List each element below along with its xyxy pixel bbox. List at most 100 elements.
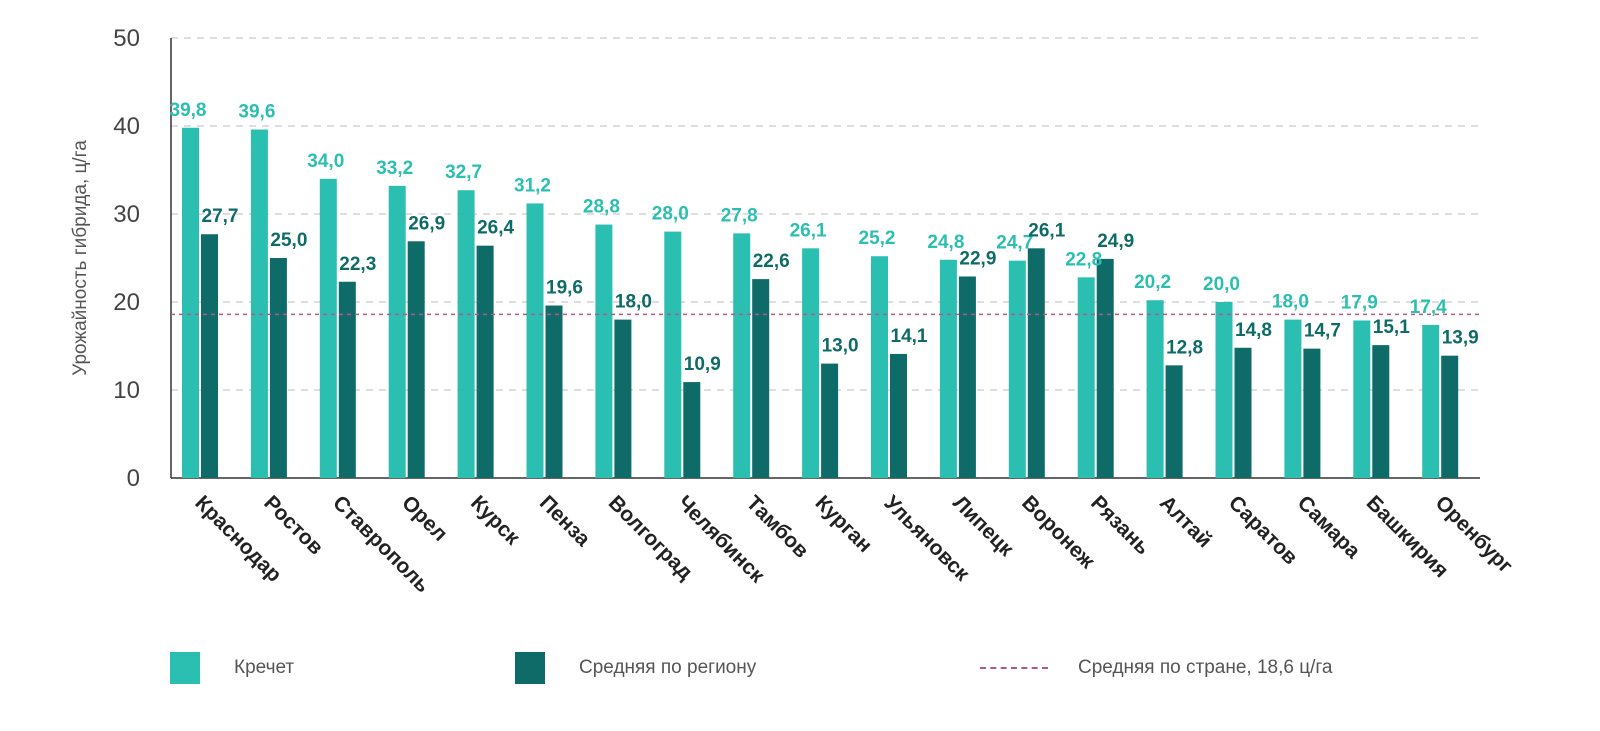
legend-item-series-2: Средняя по региону (515, 650, 756, 686)
bar-series-2 (958, 276, 976, 478)
y-axis-ticks: 0 10 20 30 40 50 (113, 25, 140, 492)
bar-series-2 (407, 241, 425, 478)
data-label-series-2: 26,4 (477, 218, 514, 239)
bar-series-2 (890, 353, 907, 478)
bar-series-1 (664, 231, 682, 478)
data-label-series-1: 25,2 (859, 228, 896, 249)
data-label-series-2: 25,0 (270, 230, 307, 251)
bar-series-1 (939, 259, 957, 478)
data-label-series-2: 13,0 (822, 336, 859, 357)
data-label-series-2: 15,1 (1373, 317, 1410, 338)
bar-series-1 (319, 178, 337, 479)
data-label-series-2: 10,9 (684, 354, 721, 375)
x-category-label: Тамбов (742, 491, 813, 562)
data-label-series-1: 28,0 (652, 204, 689, 225)
y-tick-label: 50 (113, 25, 140, 52)
bar-series-2 (201, 234, 218, 478)
x-category-label: Алтай (1155, 491, 1216, 552)
bar-series-2 (1027, 248, 1045, 478)
data-labels: 39,8 27,7 39,6 25,0 34,0 22,3 33,2 26,9 32,7 26,4… (170, 100, 1479, 375)
bar-series-2 (1165, 365, 1183, 478)
data-label-series-1: 22,8 (1065, 249, 1102, 270)
bar-series-2 (614, 319, 632, 478)
legend-label-series-2: Средняя по региону (579, 657, 757, 678)
bar-series-2 (1234, 347, 1252, 478)
bar-series-1 (1146, 300, 1164, 478)
y-tick-label: 10 (113, 377, 140, 404)
data-label-series-1: 24,8 (927, 232, 964, 253)
data-label-series-1: 27,8 (721, 205, 758, 226)
x-category-label: Орел (397, 491, 452, 546)
bar-series-1 (1353, 320, 1371, 478)
x-category-label: Курган (811, 491, 877, 557)
bar-series-2 (683, 382, 701, 478)
x-category-label: Саратов (1224, 491, 1302, 569)
data-label-series-1: 32,7 (445, 162, 482, 183)
x-category-label: Ростов (259, 491, 327, 559)
data-label-series-1: 20,2 (1134, 272, 1171, 293)
legend-swatch-reference (980, 667, 1048, 669)
legend-item-series-1: Кречет (170, 650, 294, 686)
bar-series-1 (1008, 260, 1026, 478)
bar-series-1 (733, 233, 751, 478)
bar-series-2 (1096, 258, 1114, 478)
bar-series-1 (1215, 302, 1233, 478)
data-label-series-1: 26,1 (790, 220, 827, 241)
data-label-series-2: 14,7 (1304, 321, 1341, 342)
bar-series-1 (1284, 319, 1302, 478)
data-label-series-1: 28,8 (583, 197, 620, 218)
data-label-series-2: 14,8 (1235, 320, 1272, 341)
data-label-series-2: 14,1 (891, 326, 928, 347)
x-category-label: Пенза (535, 491, 595, 551)
data-label-series-2: 13,9 (1442, 328, 1479, 349)
data-label-series-2: 22,6 (753, 251, 790, 272)
bar-series-2 (1441, 355, 1459, 478)
data-label-series-1: 18,0 (1272, 292, 1309, 313)
data-label-series-2: 19,6 (546, 278, 583, 299)
bar-series-1 (595, 224, 613, 478)
x-category-label: Рязань (1086, 491, 1154, 559)
bar-series-1 (871, 256, 888, 478)
bars (182, 127, 1459, 479)
data-label-series-1: 20,0 (1203, 274, 1240, 295)
y-tick-label: 0 (127, 465, 140, 492)
bar-series-1 (802, 248, 820, 478)
data-label-series-1: 39,8 (170, 100, 207, 121)
legend-item-reference: Средняя по стране, 18,6 ц/га (980, 650, 1332, 686)
y-axis-label: Урожайность гибрида, ц/га (70, 140, 91, 376)
data-label-series-2: 26,9 (408, 213, 445, 234)
x-category-label: Липецк (948, 491, 1018, 561)
legend-label-reference: Средняя по стране, 18,6 ц/га (1078, 657, 1333, 678)
x-category-label: Самара (1293, 491, 1365, 563)
data-label-series-1: 31,2 (514, 175, 551, 196)
data-label-series-2: 18,0 (615, 292, 652, 313)
bar-series-2 (545, 305, 563, 478)
data-label-series-2: 12,8 (1166, 337, 1203, 358)
legend-swatch-series-2 (515, 652, 545, 684)
data-label-series-1: 34,0 (307, 151, 344, 172)
data-label-series-2: 22,3 (339, 254, 376, 275)
data-label-series-2: 27,7 (202, 206, 239, 227)
bar-series-2 (338, 281, 356, 478)
y-tick-label: 20 (113, 289, 140, 316)
bar-series-2 (269, 258, 287, 478)
bar-series-1 (457, 190, 475, 479)
bar-series-1 (182, 127, 199, 478)
data-label-series-2: 26,1 (1028, 220, 1065, 241)
data-label-series-1: 33,2 (376, 158, 413, 179)
bar-series-2 (821, 363, 839, 478)
bar-series-1 (526, 203, 544, 478)
bar-series-2 (752, 279, 770, 478)
bar-series-2 (476, 245, 494, 478)
x-category-label: Воронеж (1017, 491, 1100, 574)
bar-series-2 (1303, 348, 1321, 478)
x-category-label: Курск (466, 491, 524, 549)
bar-series-1 (1422, 324, 1440, 478)
data-label-series-1: 24,7 (996, 233, 1033, 254)
bar-series-1 (1077, 277, 1095, 478)
bar-series-1 (388, 185, 406, 478)
bar-series-1 (250, 129, 268, 478)
legend-label-series-1: Кречет (234, 657, 295, 678)
